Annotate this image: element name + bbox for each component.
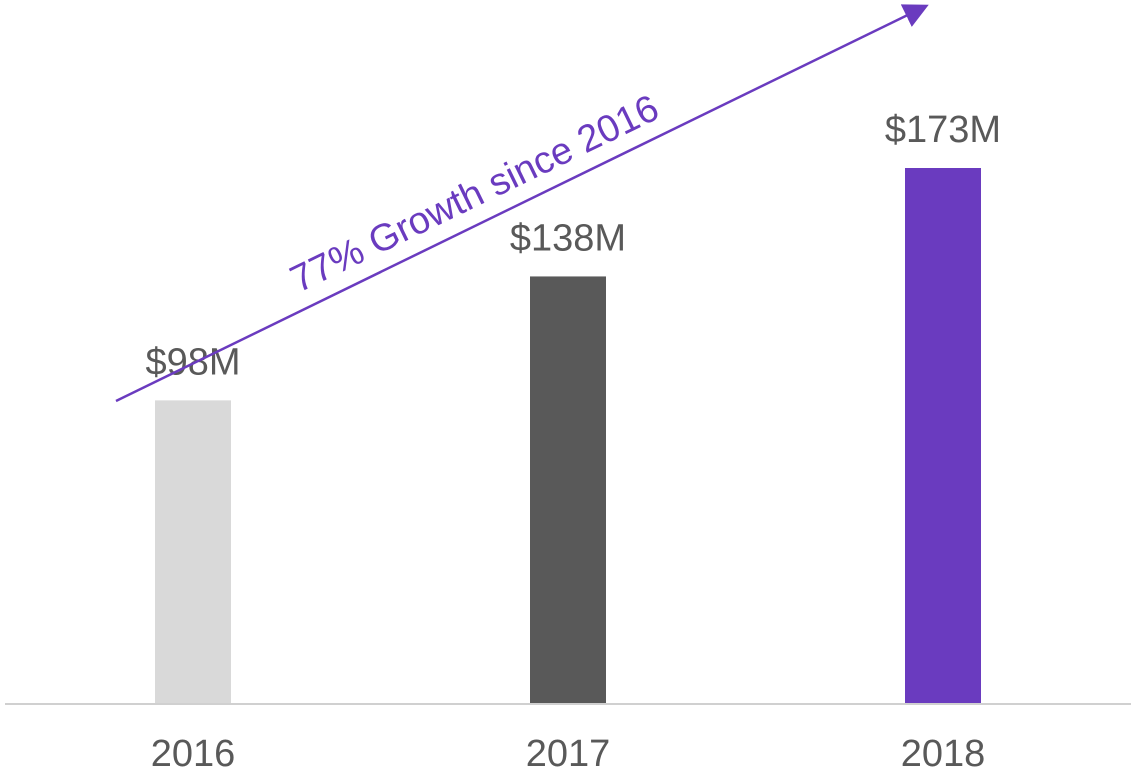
- bar-2017: [530, 276, 606, 704]
- category-label-2017: 2017: [526, 733, 611, 774]
- category-label-2016: 2016: [151, 733, 236, 774]
- growth-annotation: 77% Growth since 2016: [115, 4, 929, 403]
- value-label-2018: $173M: [885, 109, 1001, 151]
- category-labels-group: 2016 2017 2018: [151, 733, 986, 774]
- value-label-2017: $138M: [510, 217, 626, 259]
- bars-group: [155, 168, 981, 704]
- category-label-2018: 2018: [901, 733, 986, 774]
- bar-2018: [905, 168, 981, 704]
- growth-annotation-text: 77% Growth since 2016: [284, 87, 665, 301]
- growth-arrow: [115, 4, 929, 403]
- bar-2016: [155, 400, 231, 704]
